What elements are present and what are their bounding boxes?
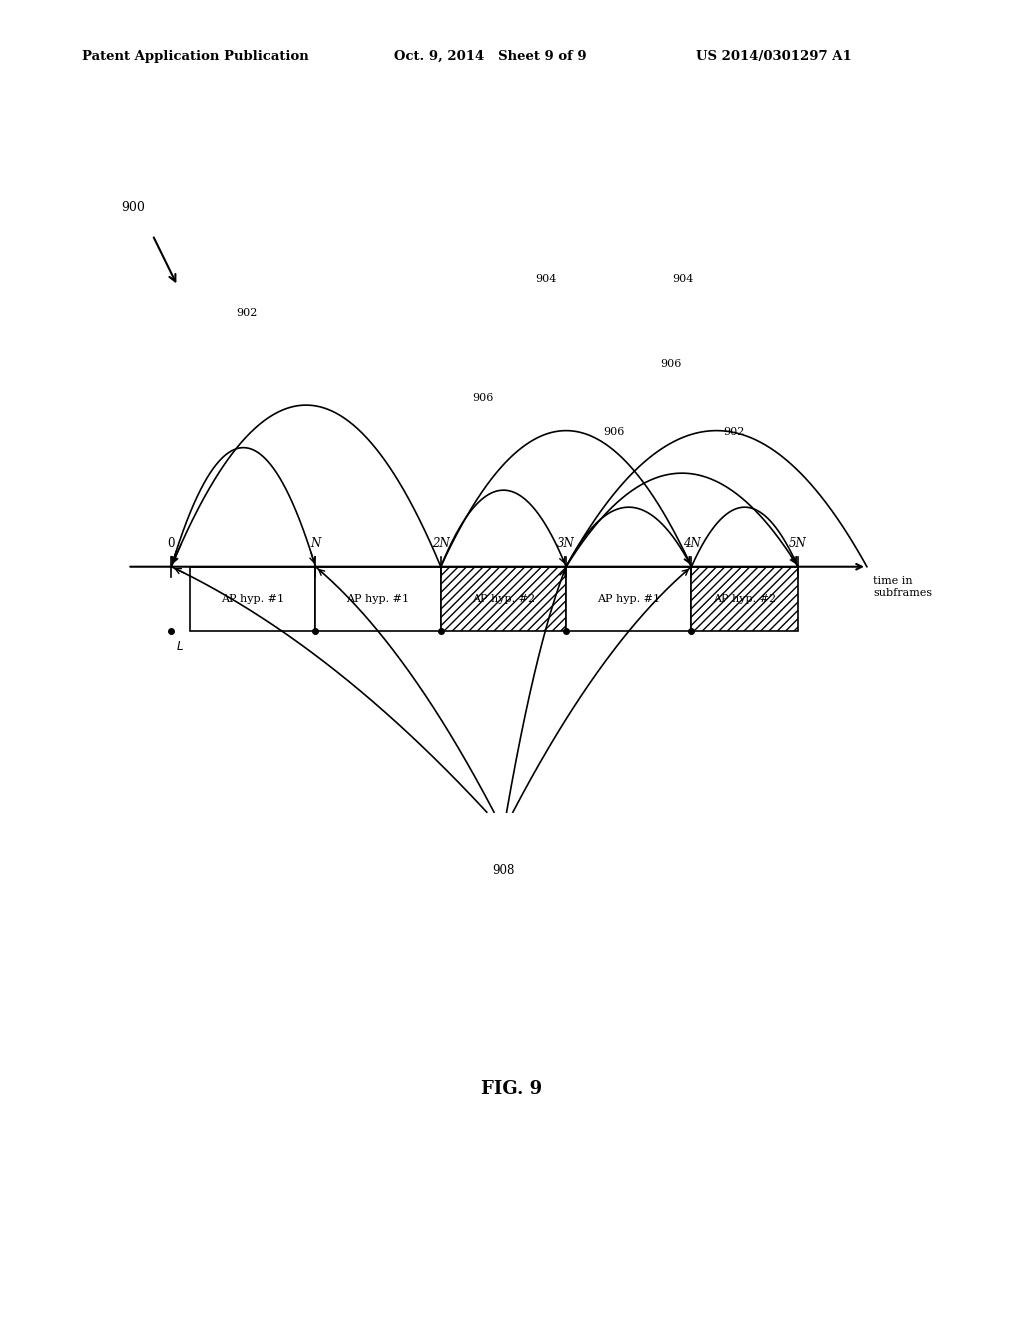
Bar: [566, 566, 691, 631]
Text: 906: 906: [472, 393, 494, 404]
Text: 906: 906: [604, 428, 625, 437]
Text: 908: 908: [493, 865, 515, 878]
Text: AP hyp. #1: AP hyp. #1: [597, 594, 660, 605]
Text: 906: 906: [660, 359, 682, 370]
Text: time in
subframes: time in subframes: [873, 577, 932, 598]
Text: AP hyp. #2: AP hyp. #2: [713, 594, 776, 605]
Text: 0: 0: [168, 537, 175, 549]
Bar: [691, 566, 798, 631]
Bar: [190, 566, 315, 631]
Text: 904: 904: [535, 275, 556, 284]
Text: 902: 902: [723, 428, 744, 437]
Text: 902: 902: [237, 309, 258, 318]
Text: 2N: 2N: [432, 537, 450, 549]
Text: AP hyp. #1: AP hyp. #1: [221, 594, 285, 605]
Text: Patent Application Publication: Patent Application Publication: [82, 50, 308, 63]
Text: 5N: 5N: [790, 537, 807, 549]
Bar: [440, 566, 566, 631]
Text: FIG. 9: FIG. 9: [481, 1080, 543, 1098]
Text: AP hyp. #1: AP hyp. #1: [346, 594, 410, 605]
Text: AP hyp. #2: AP hyp. #2: [472, 594, 535, 605]
Text: N: N: [310, 537, 321, 549]
Text: Oct. 9, 2014   Sheet 9 of 9: Oct. 9, 2014 Sheet 9 of 9: [394, 50, 587, 63]
Text: 900: 900: [121, 201, 145, 214]
Bar: [315, 566, 440, 631]
Bar: [691, 566, 798, 631]
Text: 3N: 3N: [557, 537, 575, 549]
Text: US 2014/0301297 A1: US 2014/0301297 A1: [696, 50, 852, 63]
Text: $L$: $L$: [176, 640, 184, 653]
Bar: [440, 566, 566, 631]
Text: 4N: 4N: [683, 537, 700, 549]
Text: 904: 904: [673, 275, 694, 284]
